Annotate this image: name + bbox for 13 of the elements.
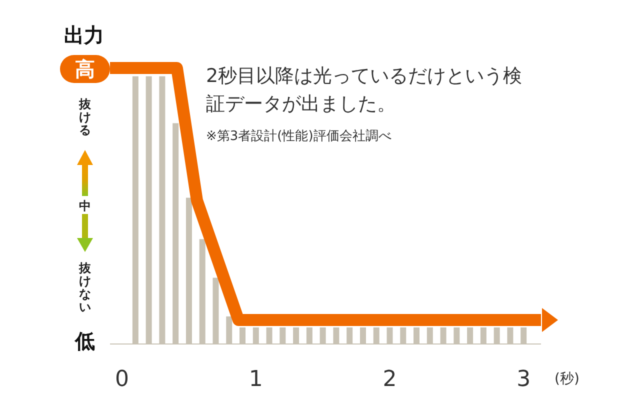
text: 抜ける [78, 97, 92, 137]
x-tick-label: 3 [516, 367, 531, 392]
y-axis-title: 出力 [64, 23, 104, 47]
text: 低 [74, 329, 95, 353]
x-tick-label: 1 [248, 367, 263, 392]
annotation: 2秒目以降は光っているだけという検証データが出ました。 [206, 65, 522, 115]
x-axis-title: (秒) [554, 371, 580, 387]
text: 中 [79, 199, 91, 213]
annotation: ※第3者設計(性能)評価会社調べ [206, 129, 392, 144]
text: 高 [75, 57, 95, 81]
x-tick-label: 2 [382, 367, 397, 392]
x-tick-label: 0 [115, 367, 130, 392]
text: 抜けない [78, 261, 92, 314]
